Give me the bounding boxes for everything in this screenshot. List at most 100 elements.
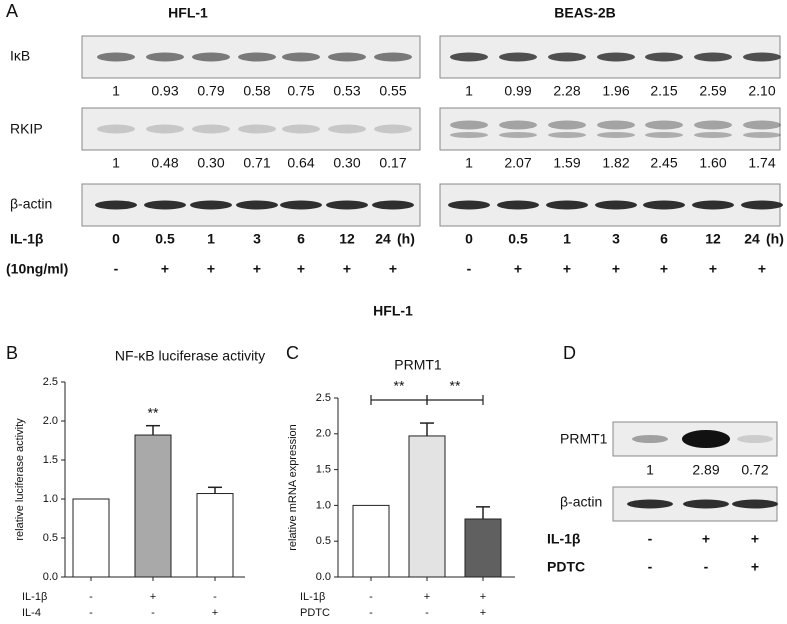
band	[743, 120, 781, 130]
dose-sign: +	[709, 261, 717, 277]
band	[741, 200, 783, 210]
band	[694, 120, 732, 130]
time-point: 24	[744, 231, 760, 247]
quant-value: 1	[465, 83, 473, 99]
chart-title: NF-κB luciferase activity	[115, 348, 265, 364]
quant-value: 1	[112, 155, 120, 171]
quant-value: 2.10	[748, 83, 775, 99]
quant-value: 0.55	[379, 83, 406, 99]
y-tick-label: 0.5	[43, 532, 58, 544]
condition-sign: -	[704, 559, 709, 575]
dose-sign: +	[389, 261, 397, 277]
condition-label: PDTC	[547, 559, 585, 575]
quant-value: 1.60	[699, 155, 726, 171]
band	[328, 124, 366, 134]
band	[97, 124, 135, 134]
dose-sign: +	[660, 261, 668, 277]
band	[643, 200, 685, 210]
row-label: IκB	[10, 48, 30, 64]
time-point: 6	[660, 231, 668, 247]
quant-value: 0.64	[287, 155, 314, 171]
band	[694, 52, 732, 62]
band	[548, 120, 586, 130]
band	[597, 120, 635, 130]
cell-line-title: BEAS-2B	[554, 5, 615, 21]
condition-label: IL-1β	[22, 591, 47, 603]
condition-sign: +	[702, 531, 710, 547]
time-point: 3	[612, 231, 620, 247]
quant-value: 1.74	[748, 155, 775, 171]
quant-value: 1.59	[553, 155, 580, 171]
dose-sign: -	[467, 261, 472, 277]
time-point: 0.5	[155, 231, 175, 247]
band	[372, 200, 414, 210]
quant-value: 2.28	[553, 83, 580, 99]
bar	[408, 435, 446, 578]
quant-value: 0.30	[333, 155, 360, 171]
quant-value: 0.93	[151, 83, 178, 99]
panel-label: D	[563, 343, 576, 363]
band	[282, 52, 320, 62]
significance: **	[450, 378, 461, 394]
band	[280, 200, 322, 210]
dose-label: (10ng/ml)	[6, 261, 68, 277]
row-label: RKIP	[10, 121, 43, 137]
band	[497, 200, 539, 210]
band	[499, 120, 537, 130]
y-tick-label: 2.5	[316, 392, 331, 404]
y-tick-label: 2.0	[43, 415, 58, 427]
band	[146, 52, 184, 62]
y-tick-label: 2.0	[316, 428, 331, 440]
treatment-label: IL-1β	[10, 231, 44, 247]
bar	[72, 498, 110, 578]
quant-value: 0.99	[504, 83, 531, 99]
condition-sign: -	[89, 607, 93, 619]
y-tick-label: 1.5	[316, 464, 331, 476]
band	[645, 132, 683, 138]
dose-sign: +	[343, 261, 351, 277]
row-label: β-actin	[10, 196, 52, 212]
band	[597, 52, 635, 62]
band	[627, 499, 673, 509]
blot	[81, 107, 421, 151]
bar	[352, 504, 390, 578]
time-unit: (h)	[397, 231, 415, 247]
dose-sign: +	[207, 261, 215, 277]
condition-sign: +	[212, 607, 218, 619]
band	[448, 200, 490, 210]
band	[95, 200, 137, 210]
significance: **	[148, 404, 159, 420]
y-axis-label: relative mRNA expression	[287, 424, 299, 551]
band	[144, 200, 186, 210]
band	[190, 200, 232, 210]
panel-label: C	[286, 343, 299, 363]
time-point: 12	[339, 231, 355, 247]
dose-sign: +	[758, 261, 766, 277]
band	[450, 132, 488, 138]
band	[546, 200, 588, 210]
time-point: 12	[705, 231, 721, 247]
condition-label: PDTC	[300, 607, 330, 619]
band	[645, 120, 683, 130]
condition-sign: -	[369, 591, 373, 603]
band	[192, 124, 230, 134]
condition-label: IL-1β	[300, 591, 325, 603]
band	[326, 200, 368, 210]
bar	[134, 434, 172, 578]
chart-title: PRMT1	[394, 357, 442, 373]
condition-sign: +	[751, 559, 759, 575]
band	[328, 52, 366, 62]
band	[595, 200, 637, 210]
significance: **	[394, 378, 405, 394]
subtitle: HFL-1	[373, 303, 413, 319]
band	[238, 124, 276, 134]
time-point: 1	[207, 231, 215, 247]
band	[694, 132, 732, 138]
quant-value: 0.30	[197, 155, 224, 171]
time-point: 24	[375, 231, 391, 247]
bar	[196, 493, 234, 578]
dose-sign: +	[563, 261, 571, 277]
band	[743, 132, 781, 138]
band	[632, 435, 668, 443]
